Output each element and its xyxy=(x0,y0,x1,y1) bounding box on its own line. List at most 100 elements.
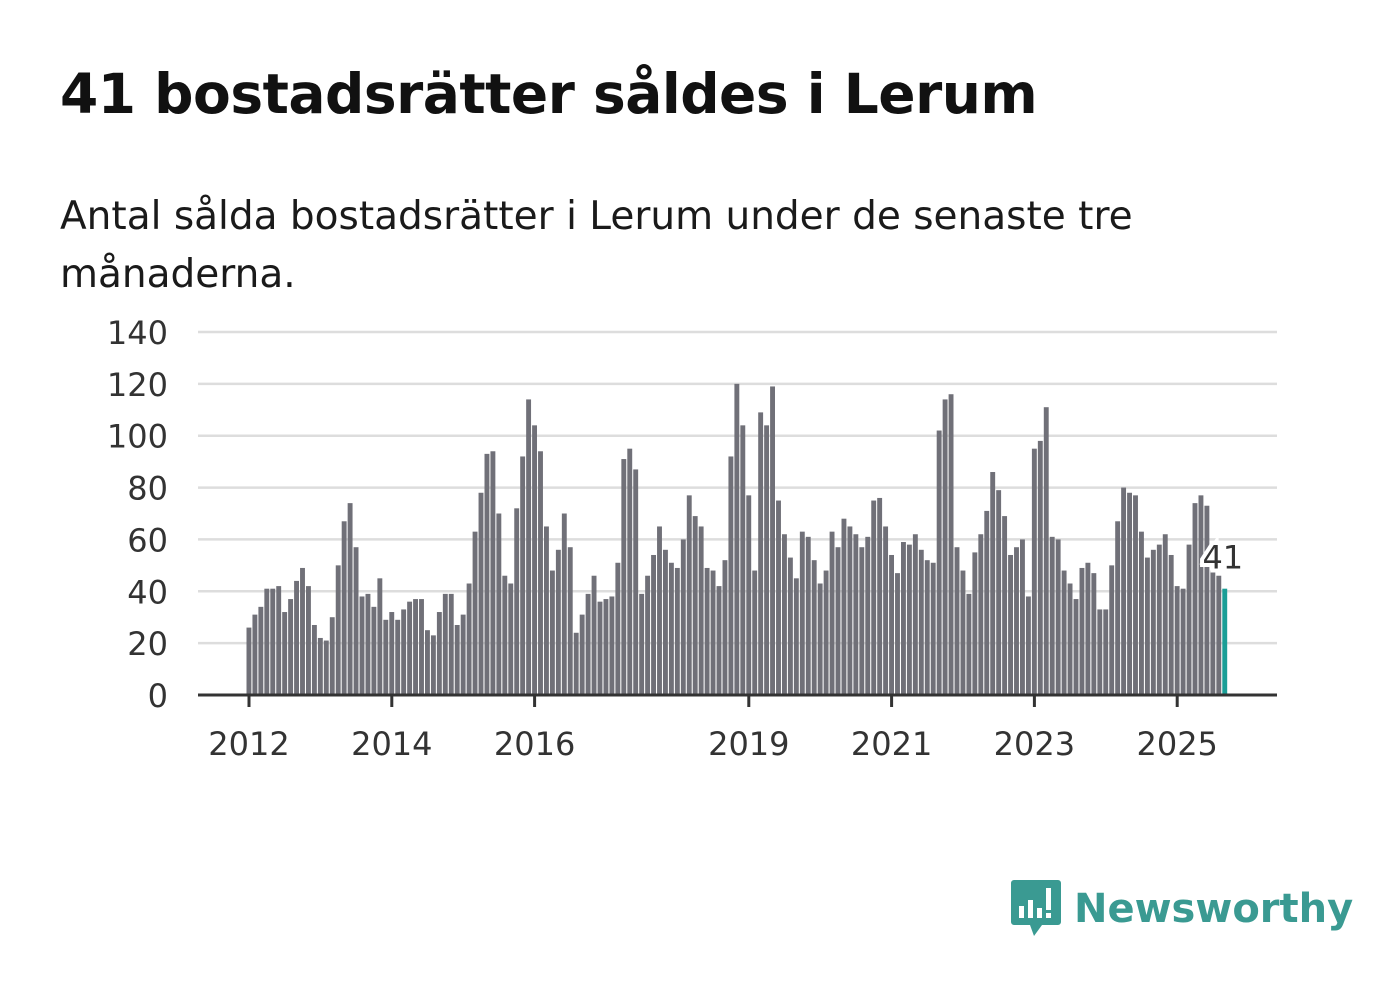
bar xyxy=(478,492,484,695)
bar xyxy=(805,536,811,695)
bar xyxy=(1020,539,1025,695)
bar xyxy=(996,490,1002,695)
bar xyxy=(972,552,978,695)
bar xyxy=(573,632,579,695)
bar xyxy=(436,612,442,695)
bar xyxy=(960,570,966,695)
bar xyxy=(1174,586,1180,695)
bar xyxy=(294,580,299,695)
bar xyxy=(645,575,651,695)
bar xyxy=(722,560,728,695)
bar xyxy=(877,497,883,695)
bar xyxy=(1031,448,1037,695)
bar xyxy=(1061,570,1067,695)
bar xyxy=(787,557,793,695)
bar xyxy=(621,459,627,695)
bar xyxy=(1180,588,1186,695)
bar xyxy=(912,534,918,695)
bar xyxy=(1127,492,1132,695)
bar xyxy=(990,472,996,695)
bar xyxy=(413,599,418,695)
bar xyxy=(276,586,282,695)
bar xyxy=(1037,440,1043,695)
bar xyxy=(1204,505,1210,695)
bar xyxy=(758,412,764,695)
bar xyxy=(353,547,359,695)
bar xyxy=(490,451,496,695)
bar xyxy=(1073,599,1079,695)
bar xyxy=(258,606,264,695)
bar xyxy=(734,383,740,695)
bar xyxy=(710,570,716,695)
highlight-value-label: 41 xyxy=(1202,539,1243,577)
bar xyxy=(1079,567,1085,695)
x-tick-label: 2025 xyxy=(1136,725,1217,763)
y-tick-label: 20 xyxy=(127,625,168,663)
bar xyxy=(1103,609,1109,695)
bar xyxy=(936,430,942,695)
bar xyxy=(419,599,424,695)
bar xyxy=(579,614,585,695)
bar xyxy=(430,635,436,695)
bar xyxy=(817,583,823,695)
bar xyxy=(918,549,924,695)
bar xyxy=(544,526,549,695)
bar xyxy=(466,583,472,695)
bar xyxy=(549,570,555,695)
bar xyxy=(306,586,311,695)
bar xyxy=(585,593,591,695)
newsworthy-logo: Newsworthy xyxy=(1010,878,1353,940)
y-tick-label: 60 xyxy=(127,521,168,559)
bar xyxy=(1198,495,1204,695)
bar xyxy=(401,609,407,695)
x-tick-label: 2019 xyxy=(708,725,789,763)
bar xyxy=(1162,534,1168,695)
bar xyxy=(246,627,252,695)
bar xyxy=(526,399,532,695)
chart-subtitle: Antal sålda bostadsrätter i Lerum under … xyxy=(60,194,1133,297)
bar xyxy=(728,456,734,695)
bar xyxy=(776,500,781,695)
newsworthy-logo-icon xyxy=(1011,880,1061,936)
bar xyxy=(924,560,930,695)
bar xyxy=(567,547,573,695)
bar xyxy=(561,513,567,695)
bar xyxy=(597,601,603,695)
bar xyxy=(1121,487,1127,695)
x-tick-label: 2016 xyxy=(494,725,575,763)
bar xyxy=(793,578,799,695)
bar xyxy=(1115,521,1121,695)
brand-name: Newsworthy xyxy=(1074,886,1354,932)
bar xyxy=(657,526,662,695)
bar xyxy=(847,526,853,695)
bar xyxy=(883,526,889,695)
bar xyxy=(948,394,954,695)
bar xyxy=(514,508,520,695)
bar xyxy=(252,614,258,695)
bar xyxy=(347,503,353,695)
bar xyxy=(633,469,639,695)
bar xyxy=(752,570,758,695)
y-tick-label: 140 xyxy=(107,314,168,352)
bar xyxy=(335,565,341,695)
bar xyxy=(1144,557,1150,695)
bar xyxy=(651,554,656,695)
bar xyxy=(1216,575,1222,695)
bar xyxy=(639,593,645,695)
bar xyxy=(288,599,294,695)
bar xyxy=(1109,565,1115,695)
bar xyxy=(442,593,448,695)
bar xyxy=(865,536,871,695)
bar xyxy=(603,599,609,695)
bar xyxy=(300,567,305,695)
x-tick-label: 2012 xyxy=(208,725,289,763)
bar xyxy=(615,562,621,695)
y-tick-label: 0 xyxy=(148,677,168,715)
bar xyxy=(740,425,746,695)
bar xyxy=(317,637,323,695)
bar xyxy=(460,614,466,695)
bar xyxy=(383,619,389,695)
bar xyxy=(686,495,692,695)
bar xyxy=(930,562,936,695)
bar xyxy=(508,583,514,695)
